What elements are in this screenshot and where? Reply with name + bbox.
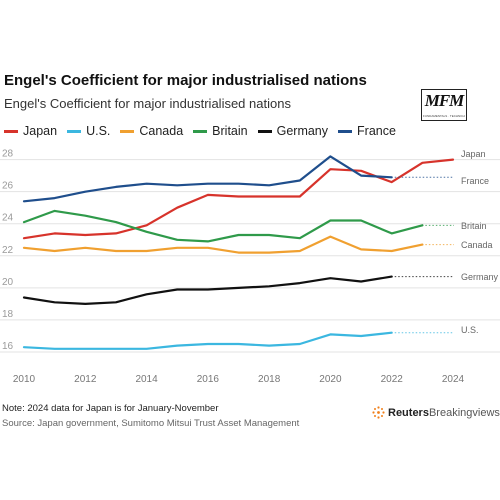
reuters-breakingviews-logo: Reuters Breakingviews	[372, 406, 500, 419]
series-end-label: France	[461, 176, 489, 186]
x-tick-label: 2016	[197, 374, 220, 385]
legend-label: U.S.	[86, 124, 111, 138]
chart-title: Engel's Coefficient for major industrial…	[4, 72, 367, 89]
legend-item-france: France	[338, 124, 396, 138]
source-note: Source: Japan government, Sumitomo Mitsu…	[2, 418, 300, 429]
series-line-britain	[22, 209, 424, 243]
x-tick-label: 2010	[13, 374, 36, 385]
brand-bold: Reuters	[388, 406, 429, 419]
series-line-canada	[22, 235, 424, 254]
footnote: Note: 2024 data for Japan is for January…	[2, 403, 219, 414]
legend: Japan U.S. Canada Britain Germany France	[4, 124, 406, 138]
legend-item-japan: Japan	[4, 124, 57, 138]
legend-swatch	[4, 129, 18, 133]
mfm-logo: MFM FUNDAMENTALS · TECHNICAL · SENTIMENT	[421, 89, 467, 121]
series-end-label: U.S.	[461, 325, 479, 335]
y-tick-label: 18	[2, 309, 14, 320]
x-tick-label: 2022	[381, 374, 404, 385]
logo-subtext: FUNDAMENTALS · TECHNICAL · SENTIMENT	[423, 114, 465, 118]
x-tick-label: 2024	[442, 374, 465, 385]
reuters-dots-icon	[372, 406, 385, 419]
legend-label: Germany	[276, 124, 329, 138]
legend-swatch	[257, 129, 272, 133]
legend-item-canada: Canada	[120, 124, 183, 138]
legend-item-britain: Britain	[193, 124, 248, 138]
series-end-label: Germany	[461, 272, 499, 282]
legend-label: Canada	[139, 124, 184, 138]
logo-text: MFM	[424, 91, 465, 110]
series-end-label: Britain	[461, 221, 487, 231]
legend-swatch	[67, 129, 82, 133]
y-tick-label: 16	[2, 341, 14, 352]
legend-label: Japan	[23, 124, 58, 138]
y-tick-label: 20	[2, 277, 14, 288]
legend-label: France	[357, 124, 396, 138]
series-line-france	[22, 155, 393, 203]
legend-swatch	[193, 129, 208, 133]
series-line-germany	[22, 275, 393, 305]
y-tick-label: 24	[2, 213, 14, 224]
y-tick-label: 22	[2, 245, 14, 256]
legend-swatch	[338, 129, 353, 133]
legend-label: Britain	[212, 124, 248, 138]
x-tick-label: 2018	[258, 374, 281, 385]
series-end-label: Japan	[461, 149, 486, 159]
legend-swatch	[120, 129, 135, 133]
y-tick-label: 28	[2, 149, 14, 160]
brand-light: Breakingviews	[428, 406, 500, 419]
series-line-japan	[22, 158, 455, 240]
x-tick-label: 2020	[319, 374, 342, 385]
chart-subtitle: Engel's Coefficient for major industrial…	[4, 96, 291, 111]
series-end-label: Canada	[461, 240, 493, 250]
legend-item-germany: Germany	[257, 124, 329, 138]
x-tick-label: 2012	[74, 374, 97, 385]
y-tick-label: 26	[2, 181, 14, 192]
legend-item-us: U.S.	[67, 124, 110, 138]
series-line-us	[22, 331, 393, 350]
x-tick-label: 2014	[135, 374, 158, 385]
